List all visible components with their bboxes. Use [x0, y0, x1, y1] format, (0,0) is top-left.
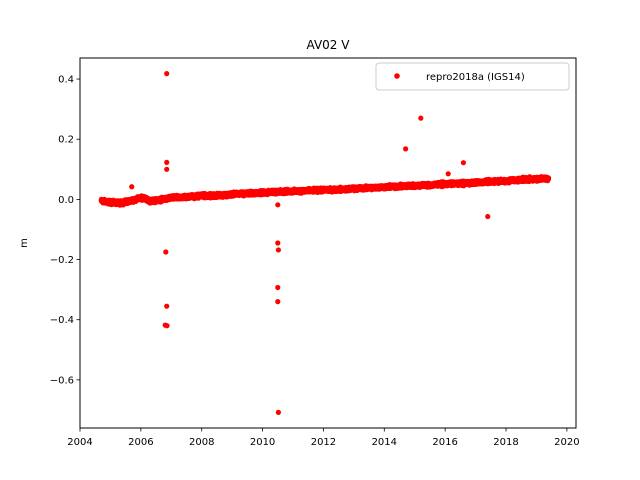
chart-title: AV02 V	[307, 38, 351, 52]
data-points	[98, 71, 552, 415]
plot-area	[79, 57, 577, 429]
